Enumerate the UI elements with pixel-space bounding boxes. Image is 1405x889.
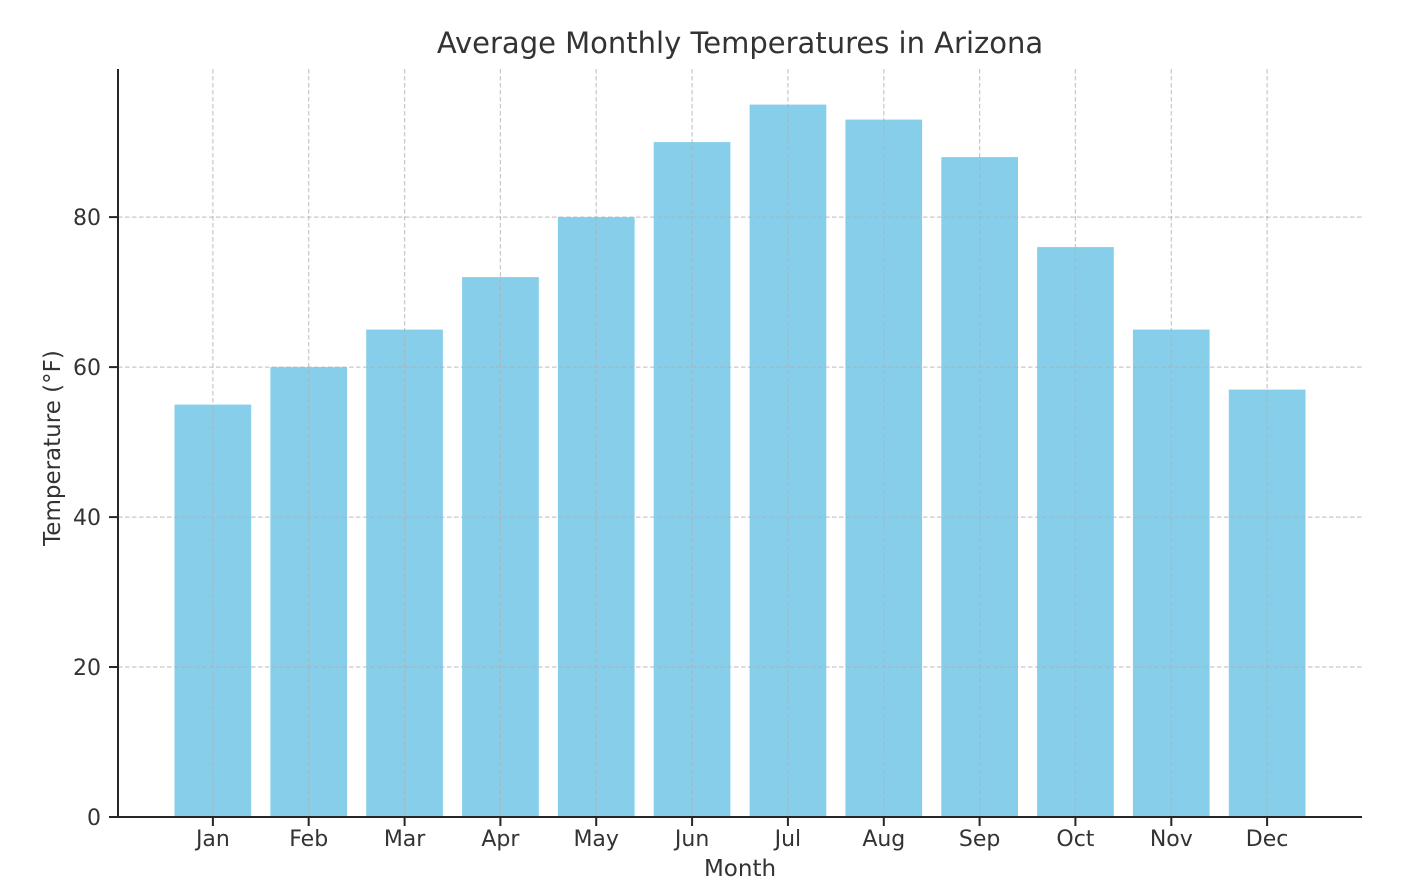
x-tick-label-may: May [573,827,618,852]
x-tick-label-nov: Nov [1150,827,1193,852]
y-tick-label-40: 40 [73,506,101,531]
y-tick-label-80: 80 [73,206,101,231]
y-tick-label-20: 20 [73,656,101,681]
x-tick-label-mar: Mar [384,827,426,852]
x-tick-label-aug: Aug [862,827,905,852]
x-tick-label-jun: Jun [673,827,709,852]
x-tick-label-apr: Apr [481,827,520,852]
x-tick-label-dec: Dec [1246,827,1289,852]
bar-sep [941,157,1018,818]
x-tick-label-feb: Feb [289,827,328,852]
y-tick-label-60: 60 [73,356,101,381]
x-tick-label-jul: Jul [773,827,802,852]
chart-title: Average Monthly Temperatures in Arizona [436,26,1044,60]
y-tick-label-0: 0 [87,806,101,831]
y-axis-label: Temperature (°F) [40,350,66,546]
x-tick-label-oct: Oct [1056,827,1094,852]
x-axis-label: Month [703,856,777,882]
x-tick-label-sep: Sep [959,827,1000,852]
x-tick-label-jan: Jan [194,827,230,852]
